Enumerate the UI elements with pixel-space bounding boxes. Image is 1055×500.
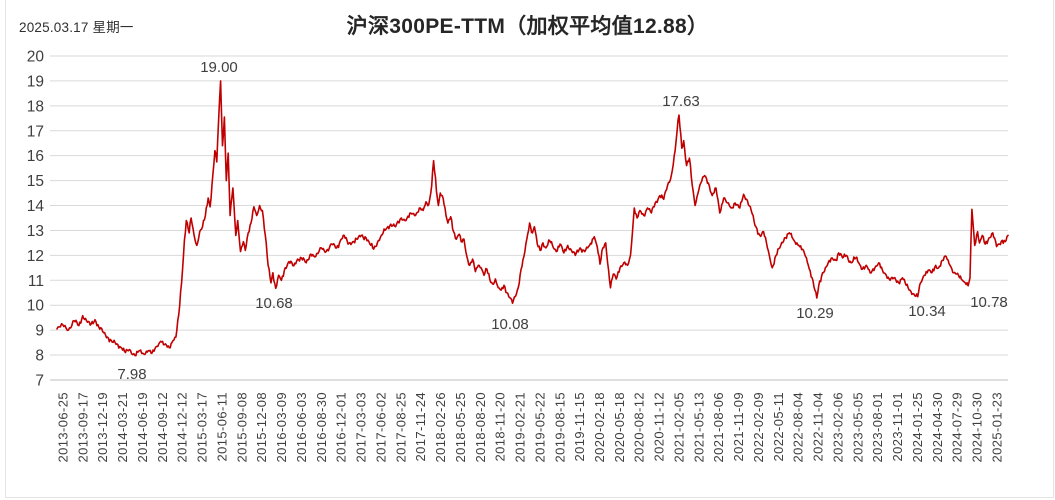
x-tick-label: 2021-05-13 — [691, 392, 706, 463]
x-axis-labels: 2013-06-25 2013-09-17 2013-12-19 2014-03-21… — [56, 392, 1005, 463]
x-tick-label: 2017-08-25 — [393, 392, 408, 463]
x-tick-label: 2015-03-17 — [195, 392, 210, 463]
page-title: 沪深300PE-TTM（加权平均值12.88） — [346, 15, 709, 38]
y-tick-label: 14 — [27, 198, 45, 215]
x-tick-label: 2013-09-17 — [75, 392, 90, 463]
x-tick-label: 2022-02-09 — [751, 392, 766, 463]
y-tick-label: 12 — [27, 248, 44, 265]
x-tick-label: 2016-08-30 — [314, 392, 329, 463]
y-tick-label: 20 — [27, 49, 45, 66]
y-tick-label: 10 — [27, 298, 45, 315]
x-tick-label: 2025-01-23 — [989, 392, 1004, 463]
x-tick-label: 2013-06-25 — [56, 392, 71, 463]
y-tick-label: 8 — [35, 348, 44, 365]
x-tick-label: 2018-02-26 — [433, 392, 448, 463]
x-tick-label: 2018-05-25 — [453, 392, 468, 463]
data-annotation: 19.00 — [200, 59, 238, 76]
x-tick-label: 2014-12-12 — [175, 392, 190, 463]
y-tick-label: 13 — [27, 223, 44, 240]
x-tick-label: 2017-11-24 — [413, 392, 428, 462]
y-tick-label: 9 — [35, 323, 44, 340]
x-tick-label: 2019-11-15 — [572, 392, 587, 462]
x-tick-label: 2020-02-18 — [592, 392, 607, 463]
data-annotation: 10.68 — [255, 295, 293, 312]
x-tick-label: 2021-11-09 — [731, 392, 746, 462]
date-label: 2025.03.17 星期一 — [19, 20, 134, 35]
y-tick-label: 19 — [27, 73, 44, 90]
x-tick-label: 2020-08-12 — [632, 392, 647, 463]
data-annotation: 17.63 — [662, 93, 700, 110]
x-tick-label: 2014-09-12 — [155, 392, 170, 463]
x-tick-label: 2015-09-08 — [234, 392, 249, 463]
x-tick-label: 2023-08-01 — [870, 392, 885, 463]
x-tick-label: 2022-05-11 — [771, 392, 786, 462]
y-tick-label: 7 — [35, 372, 44, 389]
x-tick-label: 2017-06-02 — [373, 392, 388, 463]
data-annotation: 10.29 — [796, 305, 834, 322]
x-tick-label: 2023-02-06 — [830, 392, 845, 463]
y-tick-label: 18 — [27, 98, 44, 115]
x-tick-label: 2024-01-25 — [910, 392, 925, 463]
y-tick-label: 11 — [28, 273, 44, 290]
y-tick-label: 16 — [27, 148, 44, 165]
x-tick-label: 2019-08-15 — [552, 392, 567, 463]
y-gridlines — [50, 55, 1008, 381]
x-tick-label: 2017-03-03 — [354, 392, 369, 463]
x-tick-label: 2022-11-04 — [811, 392, 826, 462]
x-tick-label: 2019-05-22 — [532, 392, 547, 463]
x-tick-label: 2014-06-19 — [135, 392, 150, 463]
x-tick-label: 2014-03-21 — [115, 392, 130, 463]
x-tick-label: 2024-10-30 — [970, 392, 985, 463]
data-annotation: 10.78 — [970, 294, 1008, 311]
data-annotation: 10.08 — [491, 316, 529, 333]
x-tick-label: 2020-11-12 — [652, 392, 667, 462]
x-tick-label: 2015-12-08 — [254, 392, 269, 463]
x-tick-label: 2016-06-03 — [294, 392, 309, 463]
x-tick-label: 2013-12-19 — [95, 392, 110, 463]
x-tick-label: 2019-02-21 — [513, 392, 528, 463]
annotations: 19.00 7.98 10.68 10.08 17.63 10.29 10.34 10.78 — [117, 59, 1007, 383]
x-tick-label: 2023-05-05 — [850, 392, 865, 463]
x-tick-label: 2021-02-05 — [671, 392, 686, 463]
x-tick-label: 2023-11-01 — [890, 392, 905, 462]
x-tick-label: 2018-08-20 — [473, 392, 488, 463]
series-line — [56, 80, 1009, 357]
x-tick-label: 2021-08-06 — [711, 392, 726, 463]
x-tick-label: 2024-07-29 — [950, 392, 965, 463]
x-tick-label: 2015-06-11 — [214, 392, 229, 462]
x-tick-label: 2022-08-04 — [791, 392, 806, 463]
y-axis-labels: 20 19 18 17 16 15 14 13 12 11 10 9 8 7 — [27, 49, 45, 390]
data-annotation: 10.34 — [908, 303, 946, 320]
x-tick-label: 2018-11-20 — [493, 392, 508, 462]
x-tick-label: 2016-03-09 — [274, 392, 289, 463]
x-tick-label: 2016-12-01 — [334, 392, 349, 463]
x-tick-label: 2024-04-30 — [930, 392, 945, 463]
y-tick-label: 17 — [27, 123, 44, 140]
y-tick-label: 15 — [27, 173, 44, 190]
data-annotation: 7.98 — [117, 366, 146, 383]
x-tick-label: 2020-05-18 — [612, 392, 627, 463]
